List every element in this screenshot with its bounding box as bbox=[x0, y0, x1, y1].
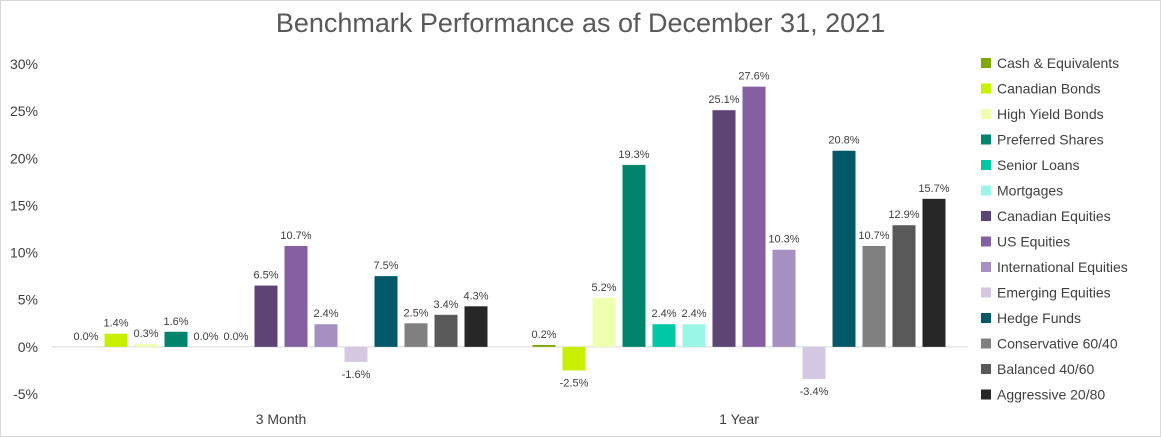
legend-item-label: Emerging Equities bbox=[997, 285, 1111, 301]
data-label: 0.0% bbox=[193, 331, 218, 343]
y-axis: -5% 0% 5% 10% 15% 20% 25% 30% bbox=[10, 56, 38, 402]
bar bbox=[802, 346, 826, 379]
y-tick-label: -5% bbox=[13, 386, 38, 402]
data-label: 19.3% bbox=[618, 149, 649, 161]
bar bbox=[742, 86, 766, 347]
bar bbox=[652, 324, 676, 347]
legend-swatch bbox=[981, 364, 991, 374]
data-label: 20.8% bbox=[828, 135, 859, 147]
legend-swatch bbox=[981, 58, 991, 68]
bar bbox=[562, 346, 586, 371]
data-label: 10.7% bbox=[280, 230, 311, 242]
legend-item-label: Balanced 40/60 bbox=[997, 361, 1095, 377]
data-label: 4.3% bbox=[463, 290, 488, 302]
legend-item-label: US Equities bbox=[997, 234, 1070, 250]
data-label: 1.6% bbox=[163, 316, 188, 328]
legend-item-label: Senior Loans bbox=[997, 157, 1080, 173]
data-label: 27.6% bbox=[738, 71, 769, 83]
legend-swatch bbox=[981, 160, 991, 170]
legend-item-label: Hedge Funds bbox=[997, 310, 1081, 326]
bar bbox=[532, 344, 556, 347]
legend-item-label: Conservative 60/40 bbox=[997, 336, 1118, 352]
data-label: 2.4% bbox=[681, 308, 706, 320]
legend-swatch bbox=[981, 389, 991, 400]
data-label: 5.2% bbox=[591, 282, 616, 294]
legend-item-label: Canadian Bonds bbox=[997, 81, 1101, 97]
bar bbox=[134, 344, 158, 347]
data-label: 12.9% bbox=[888, 209, 919, 221]
data-label: 0.3% bbox=[133, 328, 158, 340]
data-label: -1.6% bbox=[342, 369, 371, 381]
bar bbox=[772, 249, 796, 347]
bar bbox=[922, 198, 946, 347]
legend-swatch bbox=[981, 83, 991, 94]
y-tick-label: 0% bbox=[18, 339, 38, 355]
bar bbox=[164, 331, 188, 347]
legend-swatch bbox=[981, 338, 991, 349]
bar bbox=[862, 245, 886, 347]
data-label: 15.7% bbox=[918, 183, 949, 195]
legend-swatch bbox=[981, 313, 991, 323]
bars bbox=[104, 86, 946, 379]
bar bbox=[254, 285, 278, 347]
bar bbox=[104, 333, 128, 347]
bar bbox=[622, 164, 646, 347]
data-label: 10.7% bbox=[858, 230, 889, 242]
data-label: 0.0% bbox=[223, 331, 248, 343]
legend-swatch bbox=[981, 287, 991, 298]
y-tick-label: 30% bbox=[10, 56, 38, 72]
data-label: 10.3% bbox=[768, 234, 799, 246]
data-label: 0.2% bbox=[531, 329, 556, 341]
bar bbox=[832, 150, 856, 347]
bar bbox=[374, 276, 398, 347]
data-label: 2.4% bbox=[313, 308, 338, 320]
legend-item-label: Canadian Equities bbox=[997, 208, 1111, 224]
data-label: 6.5% bbox=[253, 270, 278, 282]
data-label: 7.5% bbox=[373, 260, 398, 272]
bar bbox=[284, 245, 308, 347]
data-labels: 0.0% 1.4% 0.3% 1.6% 0.0% 0.0% 6.5% 10.7% 2.4% -1.… bbox=[73, 71, 949, 398]
legend-swatch bbox=[981, 134, 991, 145]
legend-swatch bbox=[981, 236, 991, 247]
data-label: 3.4% bbox=[433, 299, 458, 311]
data-label: -2.5% bbox=[560, 377, 589, 389]
x-axis: 3 Month 1 Year bbox=[256, 411, 759, 427]
bar bbox=[314, 324, 338, 347]
legend-item-label: Cash & Equivalents bbox=[997, 55, 1119, 71]
x-category-label: 1 Year bbox=[719, 411, 759, 427]
legend-swatch bbox=[981, 262, 991, 272]
bar bbox=[712, 110, 736, 347]
bar bbox=[682, 324, 706, 347]
y-tick-label: 10% bbox=[10, 245, 38, 261]
data-label: 2.4% bbox=[651, 308, 676, 320]
y-tick-label: 25% bbox=[10, 103, 38, 119]
bar bbox=[404, 323, 428, 347]
y-tick-label: 5% bbox=[18, 292, 38, 308]
legend-item-label: Mortgages bbox=[997, 183, 1063, 199]
legend-item-label: High Yield Bonds bbox=[997, 106, 1104, 122]
data-label: 2.5% bbox=[403, 307, 428, 319]
y-tick-label: 20% bbox=[10, 150, 38, 166]
bar bbox=[344, 346, 368, 362]
legend-swatch bbox=[981, 211, 991, 221]
data-label: 0.0% bbox=[73, 331, 98, 343]
data-label: 1.4% bbox=[103, 318, 128, 330]
legend-swatch bbox=[981, 185, 991, 196]
data-label: 25.1% bbox=[708, 94, 739, 106]
x-category-label: 3 Month bbox=[256, 411, 307, 427]
bar bbox=[434, 314, 458, 347]
bar bbox=[464, 306, 488, 347]
chart-title: Benchmark Performance as of December 31,… bbox=[275, 8, 886, 38]
legend-item-label: Aggressive 20/80 bbox=[997, 387, 1105, 403]
legend-item-label: Preferred Shares bbox=[997, 132, 1104, 148]
bar bbox=[892, 225, 916, 347]
legend: Cash & Equivalents Canadian Bonds High Yie… bbox=[981, 55, 1128, 403]
y-tick-label: 15% bbox=[10, 197, 38, 213]
legend-swatch bbox=[981, 109, 991, 119]
bar bbox=[592, 297, 616, 347]
data-label: -3.4% bbox=[800, 386, 829, 398]
legend-item-label: International Equities bbox=[997, 259, 1128, 275]
